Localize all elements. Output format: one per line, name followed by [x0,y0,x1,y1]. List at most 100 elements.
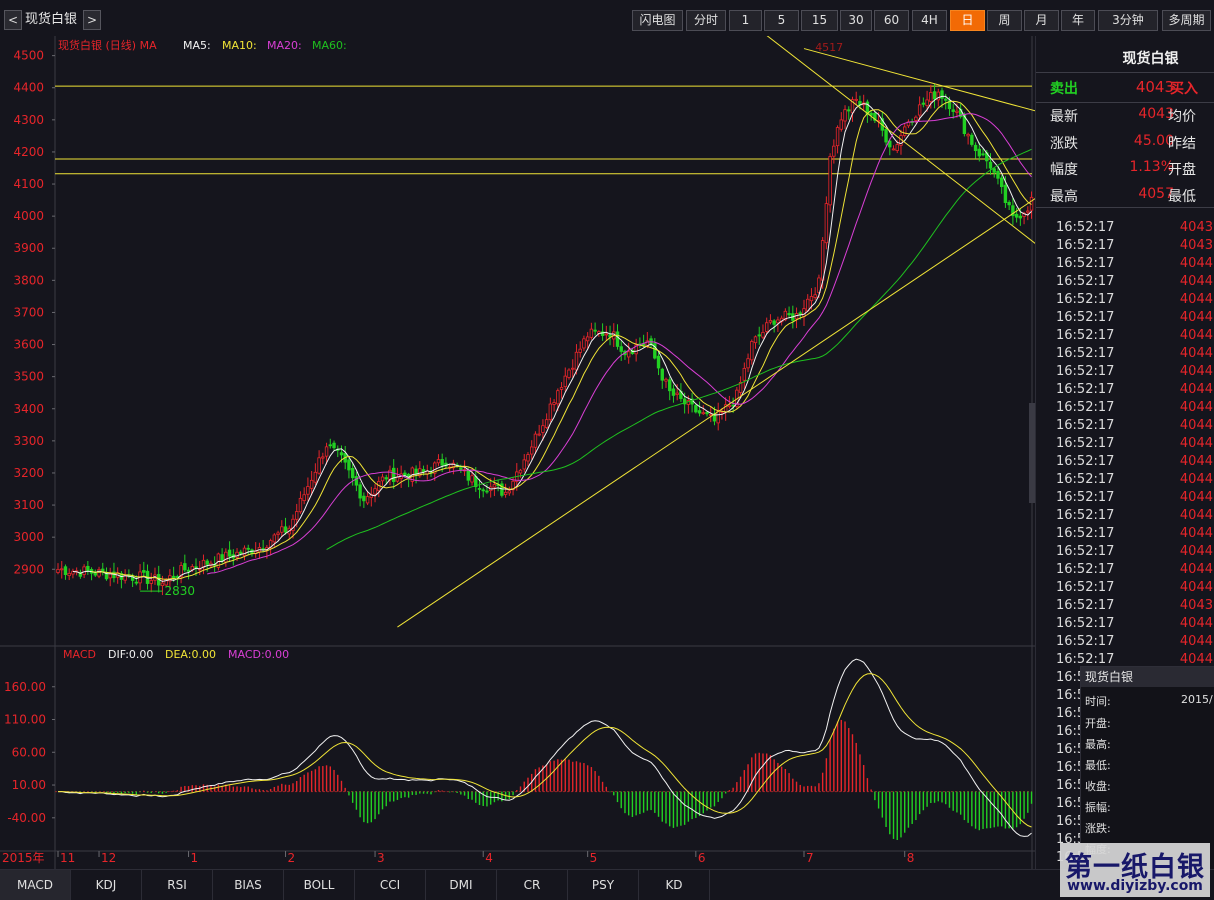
macd-legend-item: DEA:0.00 [165,648,216,661]
candle-body [675,392,679,395]
price-tick-label: 3100 [13,498,44,512]
price-tick-label: 4500 [13,49,44,63]
candle-body [824,203,829,244]
quote-row-right-label: 最低 [1168,188,1196,205]
candle-body [738,382,743,393]
popup-field-label: 振幅: [1085,801,1111,814]
candle-body [317,457,321,474]
divider [1036,72,1214,73]
indicator-tab-macd[interactable]: MACD [0,870,71,900]
candle-body [682,398,687,405]
indicator-tabs: MACD KDJ RSI BIAS BOLL CCI DMI CR PSY KD [0,869,1214,900]
candle-body [929,92,933,102]
candle-body [373,488,377,495]
indicator-tab-boll[interactable]: BOLL [284,870,355,900]
candle-body [787,313,791,316]
candle-body [932,91,937,100]
indicator-tab-cr[interactable]: CR [497,870,568,900]
candle-body [332,442,336,449]
popup-field-label: 最高: [1085,738,1111,751]
dif-line [57,658,1032,837]
quote-row-label: 最新 [1050,109,1078,125]
panel-collapse-handle[interactable] [1029,403,1035,503]
timeframe-button-7[interactable]: 4H [912,10,947,31]
timeframe-button-1[interactable]: 分时 [686,10,726,31]
timeframe-button-2[interactable]: 1 [729,10,762,31]
indicator-tab-kd[interactable]: KD [639,870,710,900]
macd-legend-item: MACD:0.00 [228,648,289,661]
symbol-title: 现货白银 [25,12,78,27]
candle-body [313,471,318,483]
prev-symbol-button[interactable]: < [4,10,22,30]
tick-price: 4043 [1179,598,1213,613]
timeframe-button-3[interactable]: 5 [764,10,799,31]
candle-body [71,570,75,575]
candle-body [750,341,754,361]
tick-price: 4044 [1179,616,1213,631]
candle-body [365,496,370,504]
timeframe-button-4[interactable]: 15 [801,10,838,31]
candle-body [966,133,970,137]
timeframe-button-6[interactable]: 60 [874,10,909,31]
candle-body [485,490,489,493]
candle-body [302,494,306,501]
quote-row-value: 1.13% [1129,159,1174,175]
tick-price: 4044 [1179,436,1213,451]
indicator-tab-kdj[interactable]: KDJ [71,870,142,900]
candle-body [160,582,165,587]
indicator-tab-rsi[interactable]: RSI [142,870,213,900]
candle-body [380,476,385,482]
price-tick-label: 4200 [13,145,44,159]
timeframe-button-0[interactable]: 闪电图 [632,10,683,31]
candle-body [660,368,664,381]
candle-body [571,367,575,370]
tick-price: 4044 [1179,274,1213,289]
popup-time-label: 时间: [1085,695,1111,708]
ma-legend-item: MA10: [222,39,257,52]
trendlines: 2830 4517 [140,36,1035,628]
indicator-tab-bias[interactable]: BIAS [213,870,284,900]
candle-body [503,491,508,495]
popup-time-value: 2015/ [1181,693,1213,706]
tick-time: 16:5 [1056,778,1086,793]
candle-body [291,518,295,531]
candle-body [828,156,832,206]
tick-price: 4044 [1179,634,1213,649]
candle-body [1003,184,1008,203]
timeframe-button-12[interactable]: 3分钟 [1098,10,1158,31]
timeframe-button-9[interactable]: 周 [987,10,1022,31]
timeframe-button-13[interactable]: 多周期 [1162,10,1211,31]
timeframe-button-8[interactable]: 日 [950,10,985,31]
candle-body [142,570,146,573]
candle-body [701,412,705,415]
candle-body [246,547,250,550]
date-tick-label: 11 [60,851,75,865]
next-symbol-button[interactable]: > [83,10,101,30]
timeframe-button-10[interactable]: 月 [1024,10,1059,31]
candle-body [537,433,541,436]
tick-price: 4044 [1179,400,1213,415]
price-axis: 2900 3000 3100 3200 3300 3400 3500 3600 3700 3800… [13,49,55,576]
indicator-tab-dmi[interactable]: DMI [426,870,497,900]
candle-body [578,348,582,353]
timeframe-button-11[interactable]: 年 [1061,10,1095,31]
candle-body [664,378,668,382]
candle-body [806,298,810,312]
candle-body [1007,201,1011,206]
tick-price: 4044 [1179,292,1213,307]
candlesticks [56,83,1034,596]
date-tick-label: 3 [377,851,385,865]
ma-legend-item: MA60: [312,39,347,52]
indicator-tab-psy[interactable]: PSY [568,870,639,900]
date-axis: 2015年 11 12 1 2 3 4 5 6 7 8 [2,851,914,865]
chart-area[interactable]: 2900 3000 3100 3200 3300 3400 3500 3600 3700 3800… [0,36,1035,869]
candle-body [1014,213,1019,218]
indicator-tab-cci[interactable]: CCI [355,870,426,900]
candle-body [600,331,605,337]
candle-body [820,240,825,281]
tick-price: 4044 [1179,310,1213,325]
candle-body [470,475,474,483]
date-tick-label: 2015年 [2,851,45,865]
candle-body [832,145,836,157]
timeframe-button-5[interactable]: 30 [840,10,872,31]
